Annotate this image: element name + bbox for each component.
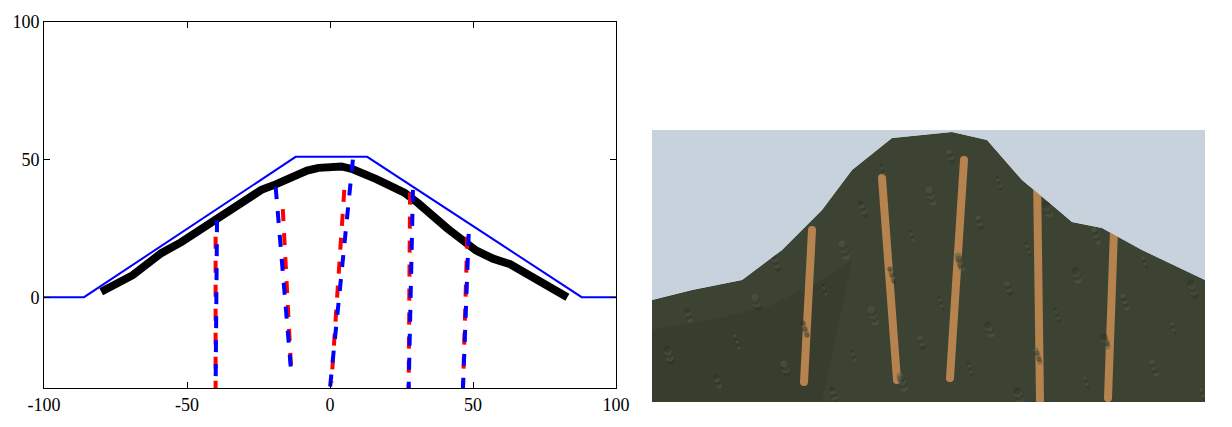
svg-text:100: 100: [12, 12, 39, 32]
svg-text:100: 100: [603, 395, 630, 415]
svg-text:0: 0: [30, 287, 39, 307]
svg-text:50: 50: [21, 150, 39, 170]
svg-text:-100: -100: [28, 395, 61, 415]
svg-text:50: 50: [464, 395, 482, 415]
svg-text:-50: -50: [175, 395, 199, 415]
svg-text:0: 0: [326, 395, 335, 415]
